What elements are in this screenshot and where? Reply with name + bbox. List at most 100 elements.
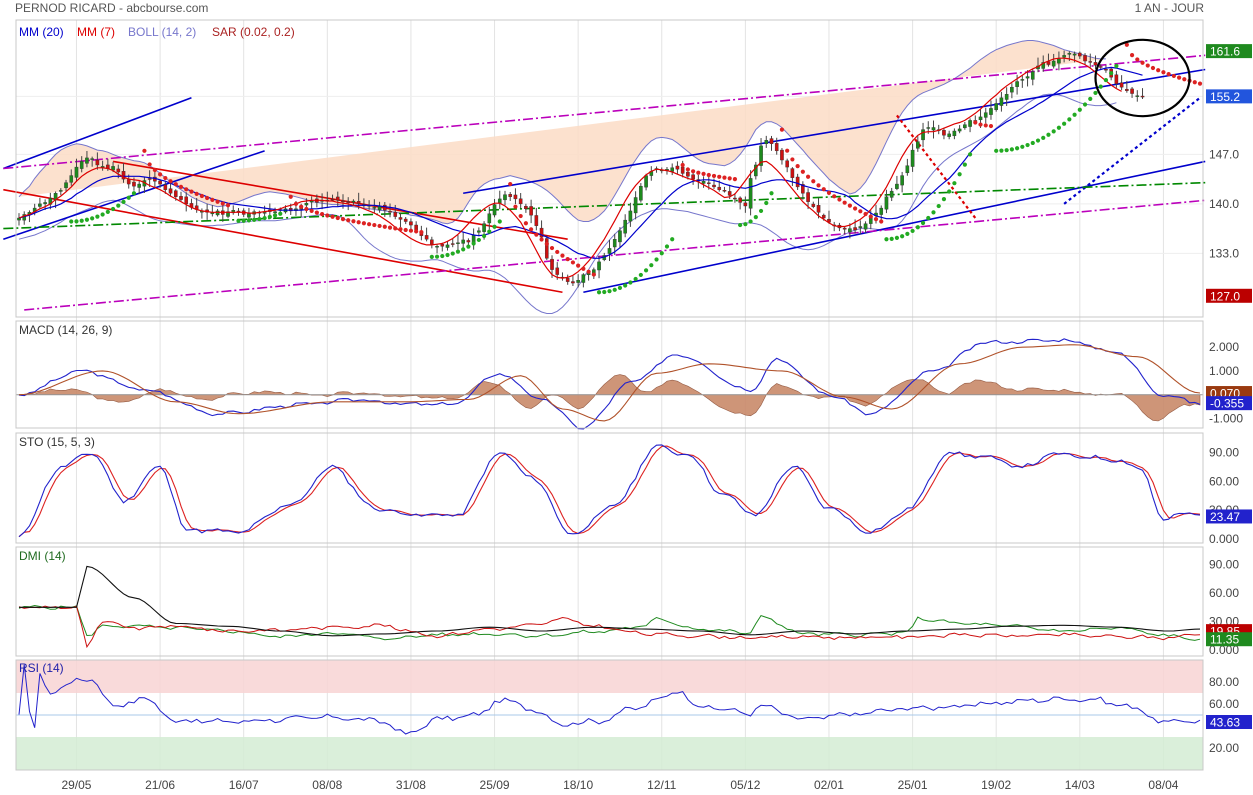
sar-dot [826, 190, 832, 195]
sar-dot [168, 179, 173, 184]
candle-body [1098, 66, 1103, 68]
sar-dot [612, 287, 617, 292]
trendline-5 [3, 188, 563, 294]
candle-body [978, 116, 983, 121]
candle-body [346, 201, 351, 203]
dmi-tick-label: 60.00 [1209, 586, 1239, 600]
candle-body [529, 206, 533, 216]
candle-body [132, 181, 136, 187]
sar-dot [163, 175, 168, 181]
sar-dot [1015, 146, 1020, 151]
sar-dot [800, 169, 805, 174]
sar-dot [623, 283, 628, 288]
sar-dot [314, 210, 319, 215]
macd-label: MACD (14, 26, 9) [19, 323, 112, 337]
candle-body [226, 211, 230, 217]
sar-dot [894, 235, 900, 240]
sar-dot [69, 219, 74, 224]
sar-dot [351, 219, 356, 224]
sar-dot [837, 197, 842, 202]
rsi-label: RSI (14) [19, 661, 64, 675]
candle-body [341, 200, 345, 203]
sar-dot [764, 200, 769, 206]
candle-body [95, 159, 100, 166]
rsi-value-label-box [1206, 715, 1252, 730]
macd-line [18, 338, 1201, 430]
x-tick-label: 12/11 [647, 778, 676, 792]
candle-body [989, 108, 993, 115]
sar-dot [471, 241, 476, 246]
stochastic-label: STO (15, 5, 3) [19, 435, 95, 449]
sar-dot [847, 203, 852, 208]
sar-dot [539, 237, 544, 242]
candle-body [1010, 86, 1014, 93]
sar-dot [628, 280, 633, 285]
sar-dot [701, 171, 706, 177]
x-tick-label: 08/08 [312, 778, 342, 792]
candle-body [69, 175, 74, 183]
candle-body [1025, 76, 1030, 79]
sar-dot [816, 183, 821, 188]
sar-dot [560, 253, 565, 258]
candle-body [785, 160, 789, 168]
candle-body [633, 197, 638, 214]
sar-dot [1004, 148, 1009, 153]
rsi-panel-frame [15, 659, 1204, 771]
sar-dot [1051, 129, 1056, 134]
sar-dot [330, 214, 335, 219]
candle-body [1135, 95, 1140, 97]
candle-body [931, 127, 936, 131]
sar-dot [1166, 72, 1171, 77]
sar-dot [272, 213, 278, 218]
candle-body [764, 140, 769, 144]
rsi-tick-label: 80.00 [1209, 675, 1239, 689]
candle-body [382, 204, 387, 211]
candle-body [64, 182, 68, 189]
sar-dot [920, 220, 926, 226]
dmi-value-label-box [1206, 632, 1252, 647]
candle-body [1083, 55, 1087, 62]
sar-dot [1176, 75, 1182, 80]
chart-title: PERNOD RICARD - abcbourse.com [15, 1, 209, 15]
sar-dot [481, 233, 487, 239]
sar-dot [466, 244, 471, 249]
candle-body [581, 274, 586, 283]
x-tick-label: 02/01 [814, 778, 844, 792]
sar-dot [1109, 71, 1114, 76]
sar-dot [147, 162, 152, 167]
sar-dot [529, 227, 534, 232]
sar-dot [356, 220, 361, 225]
rsi-overbought-zone [16, 660, 1203, 693]
price-panel-frame [15, 19, 1204, 318]
sar-dot [100, 212, 105, 217]
candle-body [288, 208, 293, 212]
x-tick-label: 29/05 [61, 778, 91, 792]
x-tick-label: 18/10 [563, 778, 593, 792]
candle-body [1104, 68, 1108, 71]
candle-body [1020, 79, 1025, 81]
candle-body [534, 215, 539, 226]
candle-body [1130, 88, 1134, 94]
candle-body [1062, 55, 1066, 58]
price-value-label-box [1206, 288, 1252, 303]
rsi-tick-label: 20.00 [1209, 741, 1239, 755]
sar-dot [983, 123, 988, 128]
sar-dot [659, 251, 664, 256]
sar-dot [1156, 68, 1161, 73]
candle-body [963, 124, 967, 129]
sar-dot [973, 120, 978, 125]
sar-dot [811, 179, 816, 184]
sar-dot [173, 182, 178, 187]
sar-dot [367, 222, 372, 227]
sar-dot [638, 272, 643, 278]
sar-dot [947, 189, 952, 194]
sar-dot [1182, 77, 1187, 82]
stochastic-panel-frame [15, 432, 1204, 544]
bollinger-upper-line [18, 40, 1106, 225]
candle-body [393, 212, 398, 217]
sar-dot [790, 157, 795, 162]
candle-body [895, 183, 899, 189]
candle-body [163, 184, 168, 190]
candle-body [1140, 95, 1145, 98]
dmi-adx-line [19, 565, 1201, 637]
